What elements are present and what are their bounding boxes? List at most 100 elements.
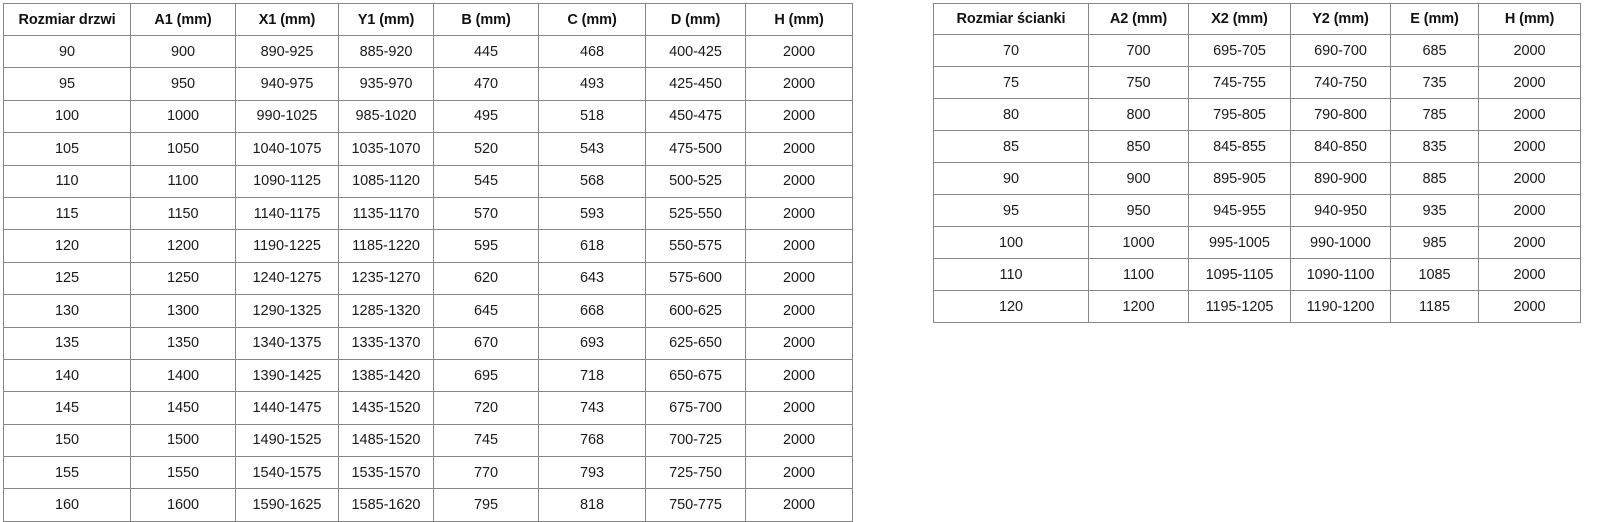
table-cell: 2000 <box>745 196 853 231</box>
column-header: X1 (mm) <box>235 3 339 36</box>
table-cell: 105 <box>3 132 131 166</box>
table-cell: 2000 <box>745 423 853 458</box>
table-cell: 985 <box>1390 226 1479 259</box>
table-cell: 1490-1525 <box>235 423 339 458</box>
table-cell: 695 <box>433 358 539 393</box>
table-cell: 150 <box>3 423 131 458</box>
table-row: 110 1100 1095-1105 1090-1100 1085 2000 <box>933 258 1581 291</box>
table-row: 160 1600 1590-1625 1585-1620 795 818 750-775 20… <box>3 488 853 522</box>
table-cell: 940-950 <box>1290 194 1391 227</box>
doors-table-body: 90 900 890-925 885-920 445 468 400-425 2000 95 95… <box>3 34 853 522</box>
table-cell: 80 <box>933 98 1089 131</box>
table-cell: 940-975 <box>235 67 339 101</box>
table-cell: 1090-1100 <box>1290 258 1391 291</box>
table-cell: 950 <box>1088 194 1189 227</box>
table-cell: 1540-1575 <box>235 456 339 490</box>
table-cell: 543 <box>538 132 646 166</box>
table-row: 70 700 695-705 690-700 685 2000 <box>933 34 1581 67</box>
table-cell: 1195-1205 <box>1188 290 1291 323</box>
table-cell: 1290-1325 <box>235 294 339 328</box>
table-cell: 1385-1420 <box>338 358 434 393</box>
table-cell: 425-450 <box>645 67 746 101</box>
table-cell: 568 <box>538 164 646 198</box>
table-cell: 885-920 <box>338 34 434 69</box>
table-row: 95 950 945-955 940-950 935 2000 <box>933 194 1581 227</box>
column-header: Rozmiar ścianki <box>933 3 1089 35</box>
table-cell: 1450 <box>130 391 236 425</box>
table-cell: 945-955 <box>1188 194 1291 227</box>
table-cell: 900 <box>130 34 236 69</box>
column-header: Rozmiar drzwi <box>3 3 131 36</box>
column-header: C (mm) <box>538 3 646 36</box>
table-cell: 495 <box>433 99 539 134</box>
table-cell: 795-805 <box>1188 98 1291 131</box>
table-cell: 518 <box>538 99 646 134</box>
table-cell: 720 <box>433 391 539 425</box>
table-row: 100 1000 995-1005 990-1000 985 2000 <box>933 226 1581 259</box>
table-row: 75 750 745-755 740-750 735 2000 <box>933 66 1581 99</box>
table-cell: 2000 <box>1478 258 1581 291</box>
table-cell: 1485-1520 <box>338 423 434 458</box>
table-cell: 1585-1620 <box>338 488 434 522</box>
table-header-row: Rozmiar drzwi A1 (mm) X1 (mm) Y1 (mm) B (mm)… <box>3 3 853 36</box>
table-row: 85 850 845-855 840-850 835 2000 <box>933 130 1581 163</box>
table-cell: 100 <box>3 99 131 134</box>
table-cell: 1435-1520 <box>338 391 434 425</box>
table-cell: 743 <box>538 391 646 425</box>
table-cell: 470 <box>433 67 539 101</box>
table-cell: 1200 <box>130 229 236 263</box>
table-cell: 685 <box>1390 34 1479 67</box>
table-cell: 120 <box>933 290 1089 323</box>
table-row: 90 900 895-905 890-900 885 2000 <box>933 162 1581 195</box>
table-cell: 110 <box>933 258 1089 291</box>
table-cell: 840-850 <box>1290 130 1391 163</box>
table-cell: 475-500 <box>645 132 746 166</box>
table-cell: 493 <box>538 67 646 101</box>
table-cell: 618 <box>538 229 646 263</box>
table-cell: 645 <box>433 294 539 328</box>
table-cell: 670 <box>433 326 539 360</box>
table-row: 135 1350 1340-1375 1335-1370 670 693 625-650 20… <box>3 326 853 360</box>
column-header: A2 (mm) <box>1088 3 1189 35</box>
table-cell: 745-755 <box>1188 66 1291 99</box>
table-cell: 1590-1625 <box>235 488 339 522</box>
table-cell: 995-1005 <box>1188 226 1291 259</box>
table-cell: 2000 <box>1478 162 1581 195</box>
table-cell: 90 <box>3 34 131 69</box>
column-header: Y1 (mm) <box>338 3 434 36</box>
table-cell: 160 <box>3 488 131 522</box>
table-cell: 845-855 <box>1188 130 1291 163</box>
table-cell: 140 <box>3 358 131 393</box>
table-cell: 2000 <box>1478 66 1581 99</box>
table-cell: 750 <box>1088 66 1189 99</box>
table-cell: 2000 <box>745 229 853 263</box>
table-cell: 895-905 <box>1188 162 1291 195</box>
table-cell: 2000 <box>1478 34 1581 67</box>
table-cell: 2000 <box>745 132 853 166</box>
table-row: 105 1050 1040-1075 1035-1070 520 543 475-500 20… <box>3 132 853 166</box>
walls-dimension-table: Rozmiar ścianki A2 (mm) X2 (mm) Y2 (mm) E (m… <box>933 3 1581 323</box>
table-row: 80 800 795-805 790-800 785 2000 <box>933 98 1581 131</box>
table-cell: 785 <box>1390 98 1479 131</box>
table-cell: 400-425 <box>645 34 746 69</box>
table-row: 140 1400 1390-1425 1385-1420 695 718 650-675 20… <box>3 358 853 393</box>
table-cell: 85 <box>933 130 1089 163</box>
doors-dimension-table: Rozmiar drzwi A1 (mm) X1 (mm) Y1 (mm) B (mm)… <box>3 3 853 522</box>
table-cell: 1190-1200 <box>1290 290 1391 323</box>
table-row: 155 1550 1540-1575 1535-1570 770 793 725-750 20… <box>3 456 853 490</box>
table-cell: 600-625 <box>645 294 746 328</box>
table-cell: 890-925 <box>235 34 339 69</box>
table-cell: 900 <box>1088 162 1189 195</box>
table-cell: 990-1025 <box>235 99 339 134</box>
table-cell: 520 <box>433 132 539 166</box>
column-header: H (mm) <box>745 3 853 36</box>
table-cell: 1000 <box>130 99 236 134</box>
table-cell: 1400 <box>130 358 236 393</box>
column-header: H (mm) <box>1478 3 1581 35</box>
table-cell: 2000 <box>745 261 853 296</box>
table-cell: 1300 <box>130 294 236 328</box>
table-cell: 1340-1375 <box>235 326 339 360</box>
column-header: X2 (mm) <box>1188 3 1291 35</box>
table-cell: 2000 <box>745 164 853 198</box>
